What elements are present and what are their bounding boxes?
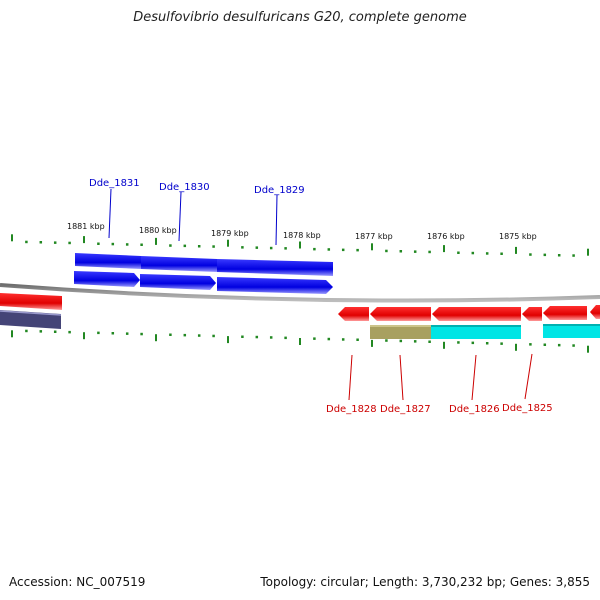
tick-label-1879: 1879 kbp bbox=[211, 229, 249, 238]
label-dde-1829[interactable]: Dde_1829 bbox=[254, 185, 305, 196]
gene-dde-1829-arrow[interactable] bbox=[217, 277, 333, 294]
genome-summary-text: Topology: circular; Length: 3,730,232 bp… bbox=[260, 575, 590, 589]
top-tick-row bbox=[11, 234, 589, 257]
reverse-gene-labels: Dde_1828 Dde_1827 Dde_1826 Dde_1825 bbox=[326, 353, 553, 415]
gene-dde-1827-arrow[interactable] bbox=[370, 307, 431, 321]
label-dde-1830[interactable]: Dde_1830 bbox=[159, 182, 210, 193]
tick-label-1880: 1880 kbp bbox=[139, 226, 177, 235]
tick-label-1881: 1881 kbp bbox=[67, 222, 105, 231]
gene-dde-1826-arrow[interactable] bbox=[432, 307, 521, 321]
bottom-tick-row bbox=[11, 329, 589, 353]
feature-left-slate-highlight bbox=[0, 310, 62, 316]
gene-dde-1828-arrow[interactable] bbox=[338, 307, 369, 321]
accession-text: Accession: NC_007519 bbox=[9, 575, 146, 589]
gene-dde-1829-block[interactable] bbox=[217, 259, 333, 276]
leader-dde-1829 bbox=[275, 194, 278, 246]
gene-dde-1831-block[interactable] bbox=[75, 253, 141, 269]
label-dde-1831[interactable]: Dde_1831 bbox=[89, 178, 140, 189]
leader-dde-1826 bbox=[471, 354, 477, 401]
gene-dde-1831-arrow[interactable] bbox=[74, 271, 140, 287]
feature-dde-1826-cyan[interactable] bbox=[431, 325, 521, 339]
forward-gene-labels: Dde_1831 Dde_1830 Dde_1829 bbox=[89, 178, 305, 246]
tick-label-1878: 1878 kbp bbox=[283, 231, 321, 240]
gene-dde-1830-block[interactable] bbox=[141, 256, 217, 272]
genome-title: Desulfovibrio desulfuricans G20, complet… bbox=[133, 10, 467, 25]
reverse-strand-features bbox=[338, 305, 600, 321]
leader-dde-1831 bbox=[108, 188, 112, 239]
label-dde-1827[interactable]: Dde_1827 bbox=[380, 404, 431, 415]
label-dde-1826[interactable]: Dde_1826 bbox=[449, 404, 500, 415]
label-dde-1828[interactable]: Dde_1828 bbox=[326, 404, 377, 415]
feature-right-cyan[interactable] bbox=[543, 324, 600, 338]
leader-dde-1825 bbox=[524, 353, 533, 400]
leader-dde-1828 bbox=[348, 354, 353, 401]
genome-backbone bbox=[0, 283, 600, 303]
tick-label-1877: 1877 kbp bbox=[355, 232, 393, 241]
gene-right-red-arrow[interactable] bbox=[543, 306, 587, 320]
leader-dde-1830 bbox=[178, 191, 182, 242]
gene-dde-1825-arrow[interactable] bbox=[522, 307, 542, 321]
label-dde-1825[interactable]: Dde_1825 bbox=[502, 403, 553, 414]
feature-dde-1827-olive[interactable] bbox=[370, 325, 431, 339]
gene-right-red-partial[interactable] bbox=[590, 305, 600, 319]
leader-dde-1827 bbox=[399, 354, 404, 401]
forward-strand-features bbox=[74, 253, 333, 294]
tick-label-1875: 1875 kbp bbox=[499, 232, 537, 241]
gene-left-red-partial[interactable] bbox=[0, 293, 62, 310]
tick-label-1876: 1876 kbp bbox=[427, 232, 465, 241]
gene-dde-1830-arrow[interactable] bbox=[140, 274, 216, 290]
